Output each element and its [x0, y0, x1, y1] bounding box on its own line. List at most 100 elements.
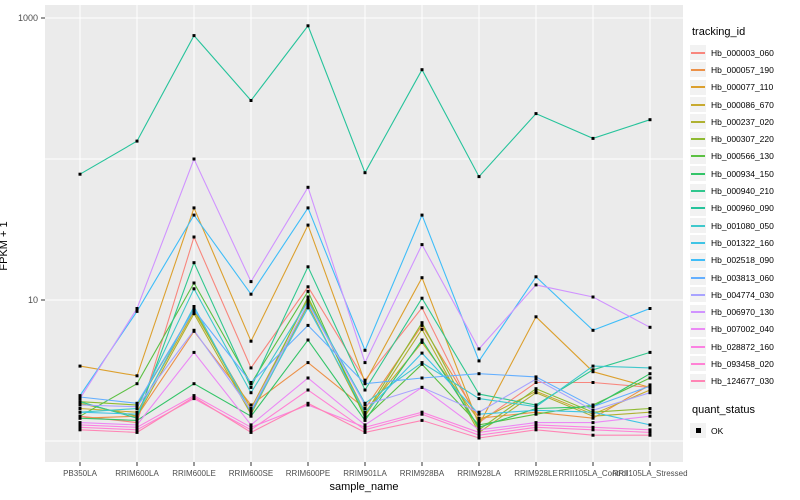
- data-point: [534, 421, 538, 425]
- data-point: [192, 382, 196, 386]
- legend-item-label: Hb_000960_090: [711, 203, 774, 214]
- data-point: [420, 351, 424, 355]
- data-point: [534, 377, 538, 381]
- data-point: [306, 299, 310, 303]
- data-point: [648, 307, 652, 310]
- data-point: [135, 309, 139, 313]
- data-point: [192, 305, 196, 308]
- data-point: [420, 327, 424, 331]
- data-point: [135, 374, 139, 378]
- data-point: [363, 403, 367, 407]
- legend-item: Hb_000057_190: [690, 61, 800, 78]
- x-tick-label: RRIM600LE: [172, 469, 216, 478]
- data-point: [135, 414, 139, 418]
- legend-key: [690, 270, 706, 285]
- data-point: [420, 340, 424, 344]
- legend-line-icon: [691, 380, 705, 383]
- data-point: [477, 418, 481, 422]
- data-point: [306, 185, 310, 189]
- legend-title-tracking-id: tracking_id: [692, 26, 746, 38]
- data-point: [306, 323, 310, 327]
- data-point: [363, 171, 367, 175]
- legend-item-label: Hb_000077_110: [711, 82, 774, 93]
- data-point: [78, 172, 82, 176]
- legend-item: Hb_002518_090: [690, 252, 800, 269]
- data-point: [78, 423, 82, 427]
- data-point: [78, 421, 82, 425]
- legend-line-icon: [691, 276, 705, 279]
- legend-item-label: Hb_003813_060: [711, 272, 774, 283]
- data-point: [591, 328, 595, 332]
- data-point: [534, 403, 538, 407]
- data-point: [648, 350, 652, 354]
- data-point: [306, 295, 310, 299]
- data-point: [306, 361, 310, 365]
- data-point: [135, 403, 139, 407]
- legend-key: [690, 45, 706, 61]
- data-point: [363, 412, 367, 416]
- data-point: [477, 423, 481, 427]
- data-point: [78, 397, 82, 401]
- data-point: [306, 388, 310, 392]
- legend-item-label: Hb_006970_130: [711, 307, 774, 318]
- data-point: [135, 430, 139, 434]
- data-point: [249, 339, 253, 343]
- data-point: [78, 400, 82, 404]
- data-point: [135, 410, 139, 414]
- data-point: [135, 401, 139, 405]
- data-point: [534, 410, 538, 414]
- data-point: [135, 421, 139, 425]
- data-point: [135, 416, 139, 420]
- data-point: [420, 362, 424, 366]
- y-axis-title: FPKM + 1: [0, 221, 10, 271]
- legend-key: [690, 200, 706, 216]
- data-point: [420, 338, 424, 342]
- data-point: [534, 283, 538, 287]
- data-point: [591, 414, 595, 418]
- data-point: [420, 410, 424, 414]
- legend-item-label: Hb_000934_150: [711, 168, 774, 179]
- data-points: [78, 24, 652, 440]
- data-point: [477, 347, 481, 351]
- legend-key-ok: [690, 423, 706, 439]
- data-point: [249, 385, 253, 389]
- data-point: [648, 118, 652, 122]
- data-point: [591, 136, 595, 140]
- data-point: [363, 378, 367, 382]
- legend-item: Hb_000086_670: [690, 96, 800, 113]
- legend-key: [690, 148, 706, 164]
- data-point: [135, 425, 139, 429]
- legend-item: Hb_000237_020: [690, 113, 800, 130]
- data-point: [477, 416, 481, 420]
- legend-key: [690, 97, 706, 113]
- data-point: [78, 410, 82, 414]
- data-point: [477, 428, 481, 432]
- data-point: [192, 206, 196, 210]
- legend-line-icon: [691, 138, 705, 141]
- data-point: [477, 175, 481, 179]
- data-point: [534, 428, 538, 432]
- x-tick-label: RRIM928BA: [400, 469, 445, 478]
- data-point: [78, 401, 82, 405]
- data-point: [420, 385, 424, 389]
- data-point: [363, 388, 367, 392]
- legend-line-icon: [691, 241, 705, 244]
- data-point: [135, 407, 139, 410]
- data-point: [591, 416, 595, 420]
- legend-line-icon: [691, 155, 705, 158]
- data-point: [249, 428, 253, 432]
- data-point: [135, 307, 139, 310]
- data-point: [306, 206, 310, 210]
- data-point: [591, 403, 595, 407]
- legend-key: [690, 183, 706, 199]
- data-point: [648, 410, 652, 414]
- legend-key: [690, 339, 706, 355]
- data-point: [534, 412, 538, 416]
- data-point: [192, 235, 196, 239]
- data-point: [648, 384, 652, 388]
- legend-line-icon: [691, 120, 705, 123]
- data-point: [534, 391, 538, 395]
- data-point: [420, 296, 424, 300]
- legend-item-label: Hb_000237_020: [711, 116, 774, 127]
